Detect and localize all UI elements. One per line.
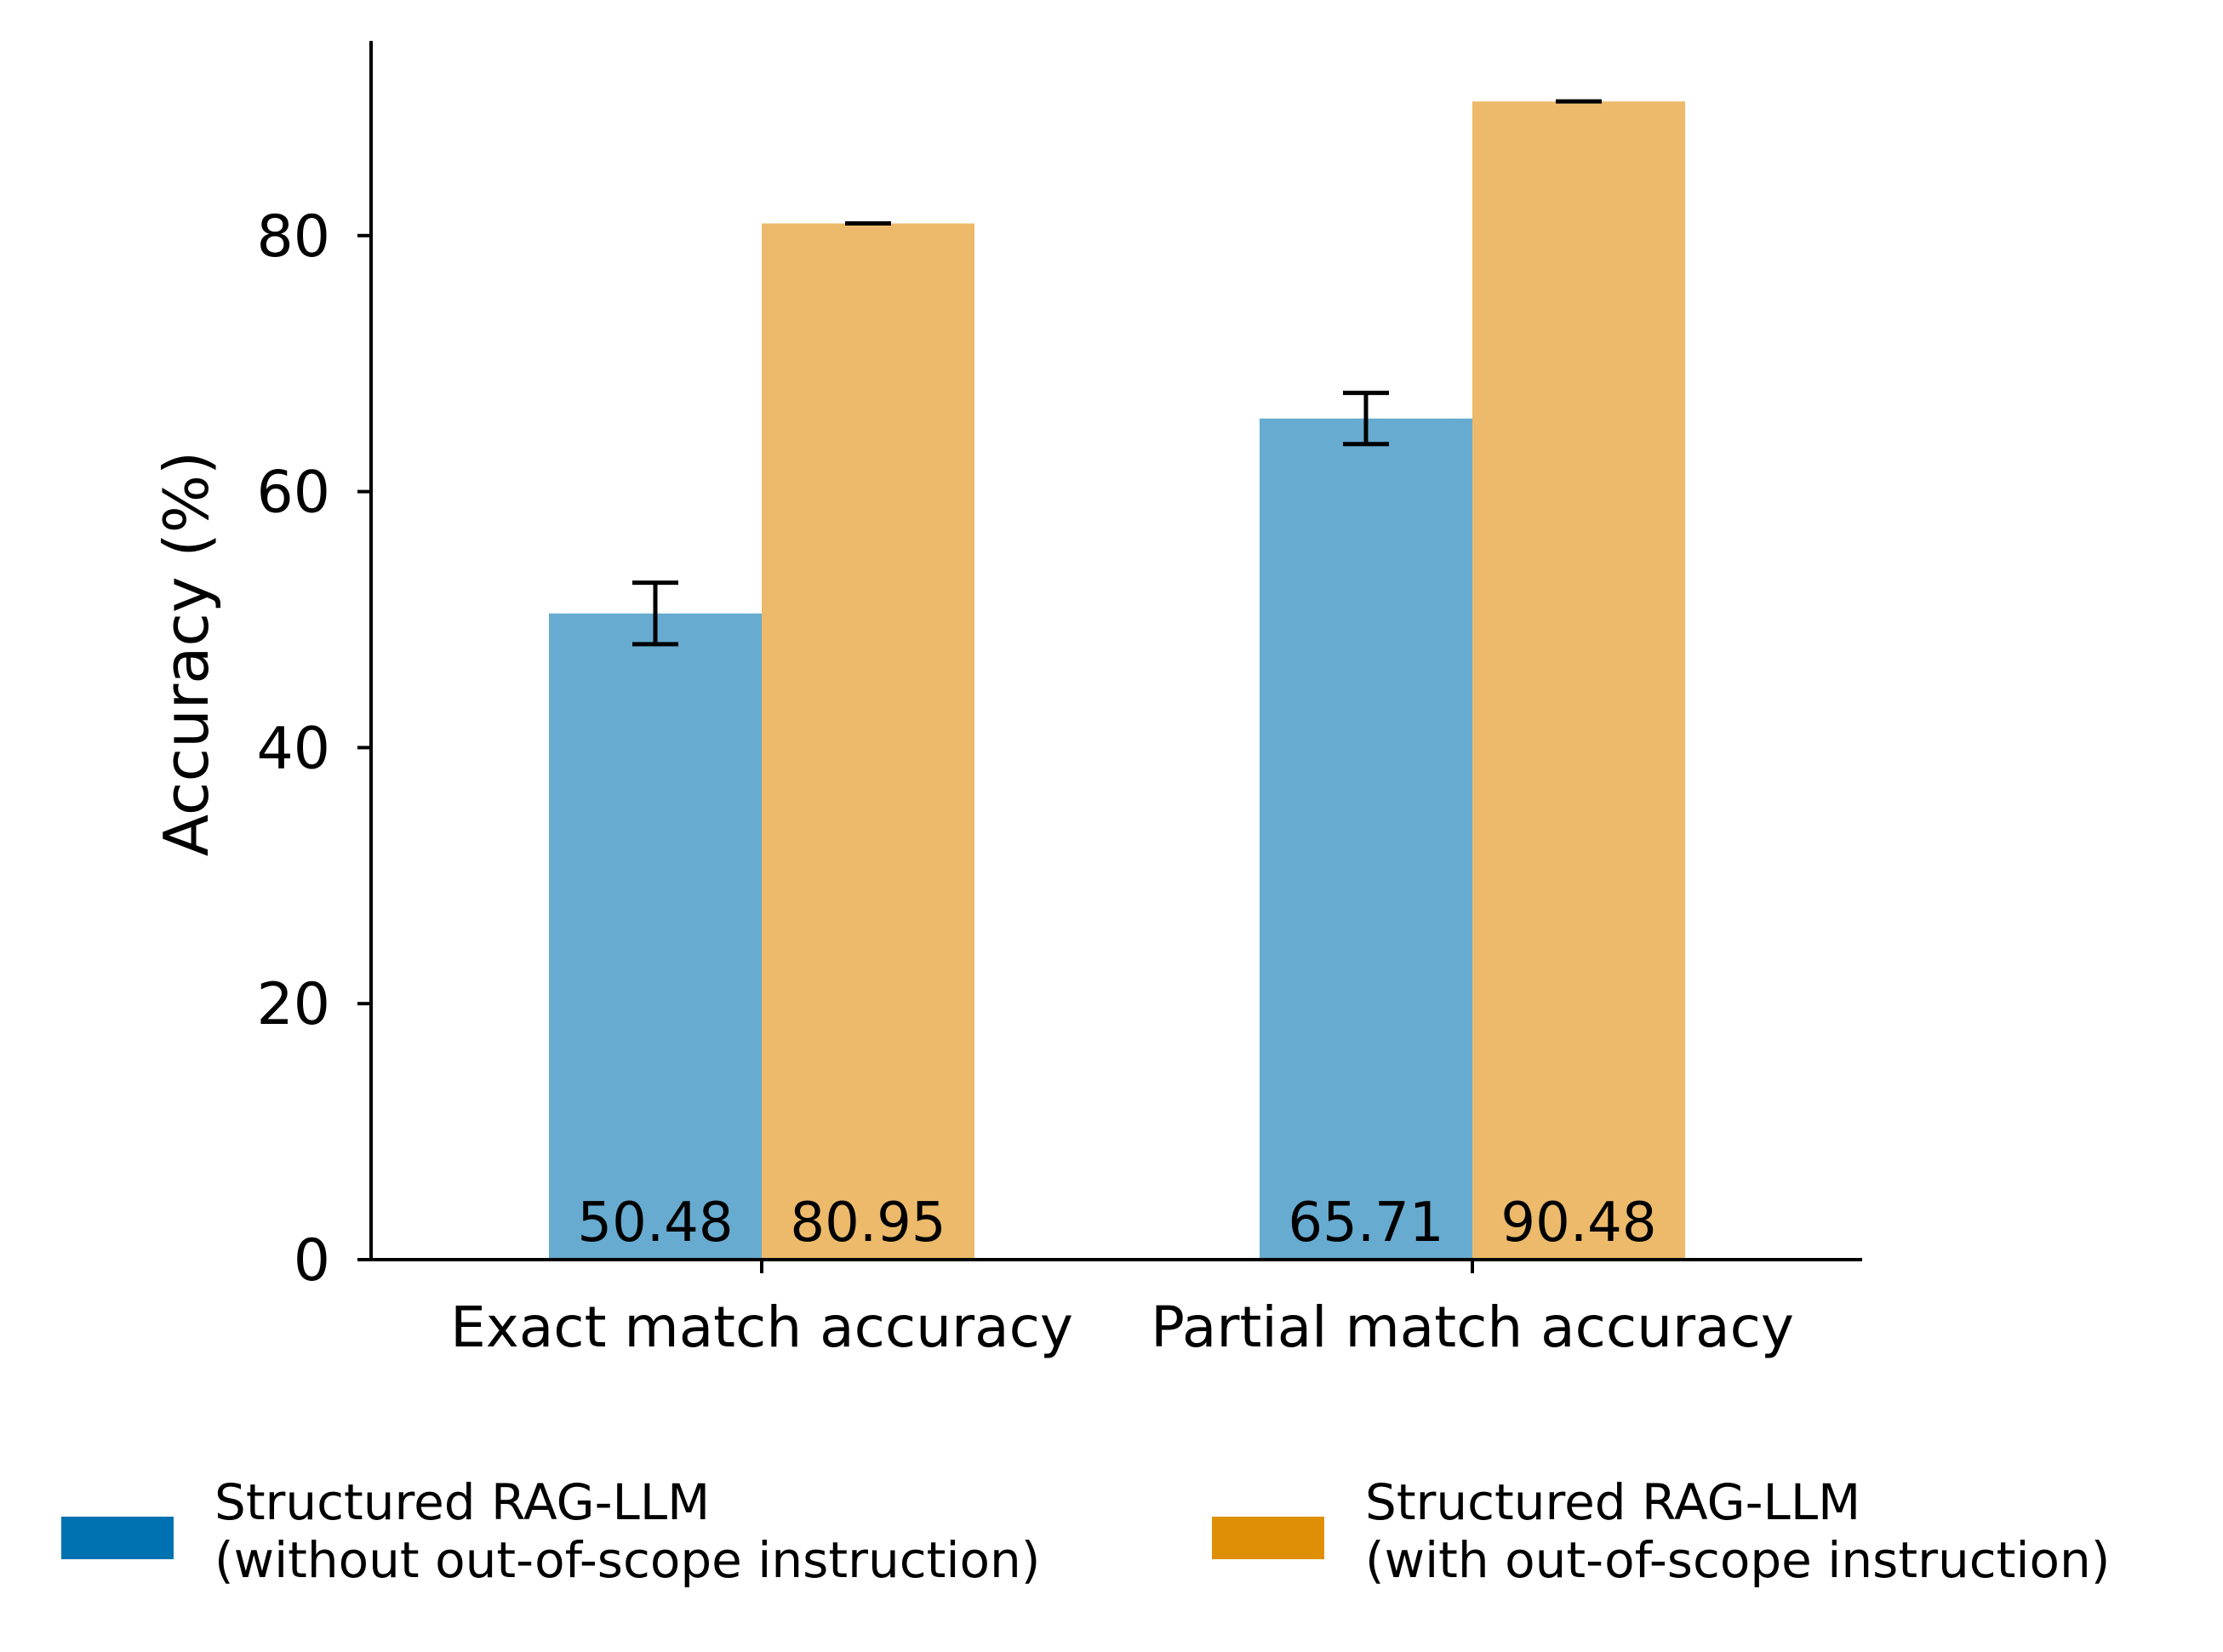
y-tick-label-2: 40 [256,715,330,782]
x-tick-label-0: Exact match accuracy [450,1295,1073,1360]
bar-s0-c1 [1260,418,1472,1260]
legend-entry-0: Structured RAG-LLM (without out-of-scope … [61,1473,1040,1589]
y-tick-label-3: 60 [256,460,330,527]
bar-s1-c0 [762,223,974,1260]
value-label-s1-c0: 80.95 [790,1192,946,1255]
y-tick-label-4: 80 [256,203,330,271]
legend-entry-1: Structured RAG-LLM (with out-of-scope ins… [1212,1473,2110,1589]
value-label-s1-c1: 90.48 [1500,1192,1656,1255]
bar-s0-c0 [549,613,762,1260]
x-ticks-layer: Exact match accuracy Partial match accura… [450,1260,1794,1360]
axes-layer [369,41,1862,1261]
value-label-s0-c1: 65.71 [1288,1192,1443,1255]
legend-label-0: Structured RAG-LLM (without out-of-scope … [214,1473,1040,1589]
error-bar-s0-c0 [632,580,678,647]
error-bars-layer [632,99,1602,647]
value-labels-layer: 50.48 80.95 65.71 90.48 [577,1192,1656,1255]
bar-s1-c1 [1472,101,1685,1260]
legend-swatch-1 [1212,1517,1324,1559]
y-axis-title: Accuracy (%) [151,451,222,856]
legend: Structured RAG-LLM (without out-of-scope … [61,1473,2110,1589]
legend-label-1: Structured RAG-LLM (with out-of-scope ins… [1365,1473,2110,1589]
value-label-s0-c0: 50.48 [577,1192,733,1255]
error-bar-s0-c1 [1343,391,1389,447]
y-tick-label-0: 0 [294,1227,330,1295]
y-ticks-layer: 0 20 40 60 80 [256,203,371,1295]
y-tick-label-1: 20 [256,971,330,1038]
bars-layer [549,101,1685,1260]
x-tick-label-1: Partial match accuracy [1151,1295,1794,1360]
legend-swatch-0 [61,1517,174,1559]
